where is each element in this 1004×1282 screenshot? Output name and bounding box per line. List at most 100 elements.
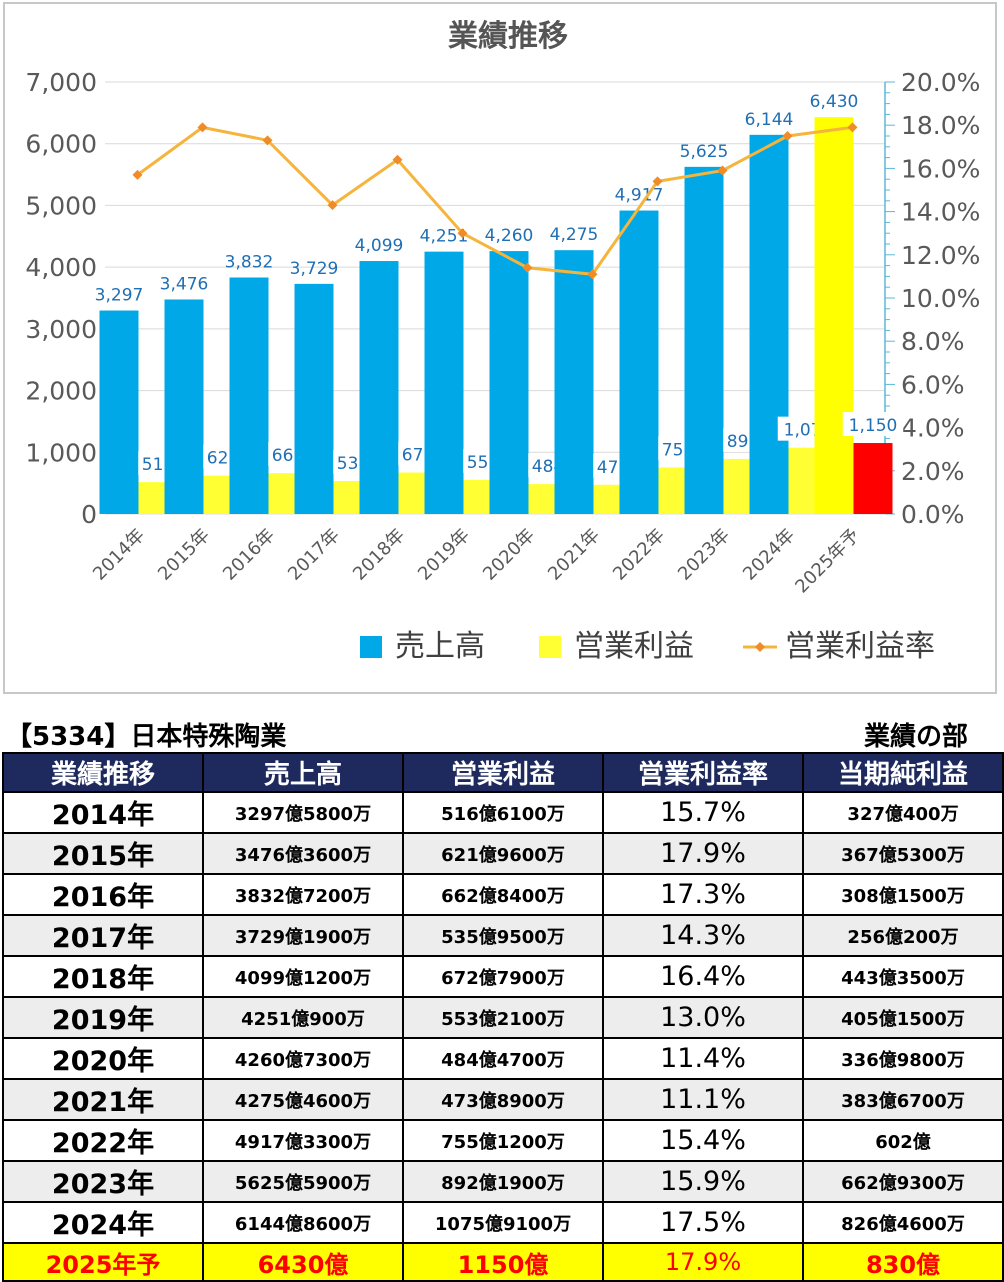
y-right-tick-label: 18.0% <box>901 111 980 140</box>
row-sales: 3729億1900万 <box>202 914 404 957</box>
table-row: 2022年 4917億3300万 755億1200万 15.4% 602億 <box>2 1119 1004 1162</box>
x-tick-label: 2019年 <box>414 525 474 585</box>
x-tick-label: 2014年 <box>89 525 149 585</box>
table-row: 2023年 5625億5900万 892億1900万 15.9% 662億9300万 <box>2 1160 1004 1203</box>
sales-bar <box>294 283 334 514</box>
row-operating-profit: 1150億 <box>402 1242 604 1282</box>
y-left-tick-label: 5,000 <box>25 191 97 220</box>
row-operating-margin: 15.9% <box>602 1160 804 1203</box>
sales-data-label: 6,430 <box>810 92 859 112</box>
section-label: 業績の部 <box>863 722 968 752</box>
y-right-tick-label: 8.0% <box>901 327 965 356</box>
row-operating-margin: 15.4% <box>602 1119 804 1162</box>
y-right-tick-label: 14.0% <box>901 198 980 227</box>
sales-bar <box>489 251 529 514</box>
sales-bar <box>619 210 659 515</box>
y-right-tick-label: 0.0% <box>901 500 965 529</box>
operating-margin-marker <box>262 135 273 146</box>
table-caption: 【5334】日本特殊陶業 業績の部 <box>6 716 996 752</box>
sales-bar <box>554 250 594 514</box>
row-operating-margin: 17.9% <box>602 1242 804 1282</box>
sales-data-label: 4,251 <box>420 227 469 247</box>
row-period: 2018年 <box>2 955 204 998</box>
table-row: 2020年 4260億7300万 484億4700万 11.4% 336億9800万 <box>2 1037 1004 1080</box>
sales-bar <box>749 134 789 514</box>
y-right-tick-label: 6.0% <box>901 370 965 399</box>
table-row: 2021年 4275億4600万 473億8900万 11.1% 383億6700万 <box>2 1078 1004 1121</box>
row-net-income: 327億400万 <box>802 791 1004 834</box>
row-operating-profit: 672億7900万 <box>402 955 604 998</box>
row-net-income: 662億9300万 <box>802 1160 1004 1203</box>
performance-table: 業績推移 売上高 営業利益 営業利益率 当期純利益 2014年 3297億5800… <box>2 752 1004 1282</box>
sales-data-label: 3,476 <box>160 274 209 294</box>
y-left-tick-label: 3,000 <box>25 315 97 344</box>
operating-margin-marker <box>847 122 858 133</box>
operating-margin-marker <box>457 228 468 239</box>
sales-data-label: 3,729 <box>290 259 339 279</box>
sales-data-label: 5,625 <box>680 142 729 162</box>
y-right-tick-label: 2.0% <box>901 457 965 486</box>
y-left-tick-label: 6,000 <box>25 130 97 159</box>
operating-margin-marker <box>327 200 338 211</box>
operating-margin-line <box>136 125 853 276</box>
row-operating-profit: 516億6100万 <box>402 791 604 834</box>
operating-profit-bar <box>853 443 893 514</box>
row-period: 2019年 <box>2 996 204 1039</box>
operating-margin-marker <box>717 165 728 176</box>
operating-margin-marker <box>587 269 598 280</box>
y-left-tick-label: 2,000 <box>25 377 97 406</box>
legend-marker-operating-margin <box>755 642 765 652</box>
sales-bar <box>814 117 854 515</box>
company-name: 【5334】日本特殊陶業 <box>6 722 287 752</box>
row-period: 2022年 <box>2 1119 204 1162</box>
row-sales: 3297億5800万 <box>202 791 404 834</box>
row-net-income: 443億3500万 <box>802 955 1004 998</box>
row-period: 2025年予 <box>2 1242 204 1282</box>
operating-margin-marker <box>522 262 533 273</box>
y-right-tick-label: 16.0% <box>901 154 980 183</box>
table-body: 2014年 3297億5800万 516億6100万 15.7% 327億400万 201… <box>2 791 1004 1282</box>
x-tick-label: 2020年 <box>479 525 539 585</box>
row-sales: 4099億1200万 <box>202 955 404 998</box>
table-header-row: 業績推移 売上高 営業利益 営業利益率 当期純利益 <box>2 752 1004 793</box>
row-net-income: 336億9800万 <box>802 1037 1004 1080</box>
x-tick-label: 2015年 <box>154 525 214 585</box>
y-right-tick-label: 10.0% <box>901 284 980 313</box>
sales-data-label: 6,144 <box>745 110 794 130</box>
row-period: 2016年 <box>2 873 204 916</box>
sales-bar <box>424 251 464 514</box>
header-operating-margin: 営業利益率 <box>602 752 804 793</box>
sales-data-label: 4,260 <box>485 226 534 246</box>
row-operating-profit: 1075億9100万 <box>402 1201 604 1244</box>
row-net-income: 256億200万 <box>802 914 1004 957</box>
operating-margin-marker <box>392 154 403 165</box>
header-sales: 売上高 <box>202 752 404 793</box>
row-sales: 4275億4600万 <box>202 1078 404 1121</box>
row-operating-margin: 14.3% <box>602 914 804 957</box>
row-sales: 4260億7300万 <box>202 1037 404 1080</box>
row-operating-margin: 11.1% <box>602 1078 804 1121</box>
row-period: 2014年 <box>2 791 204 834</box>
sales-data-label: 4,099 <box>355 236 404 256</box>
row-operating-profit: 892億1900万 <box>402 1160 604 1203</box>
row-operating-profit: 662億8400万 <box>402 873 604 916</box>
row-sales: 6144億8600万 <box>202 1201 404 1244</box>
x-tick-label: 2022年 <box>609 525 669 585</box>
header-operating-profit: 営業利益 <box>402 752 604 793</box>
row-net-income: 367億5300万 <box>802 832 1004 875</box>
table-row: 2024年 6144億8600万 1075億9100万 17.5% 826億4600万 <box>2 1201 1004 1244</box>
y-right-tick-label: 12.0% <box>901 241 980 270</box>
x-tick-label: 2017年 <box>284 525 344 585</box>
table-row: 2018年 4099億1200万 672億7900万 16.4% 443億3500万 <box>2 955 1004 998</box>
y-left-tick-label: 0 <box>81 500 97 529</box>
row-operating-margin: 17.3% <box>602 873 804 916</box>
row-operating-profit: 621億9600万 <box>402 832 604 875</box>
legend-label-operating-profit: 営業利益 <box>574 629 694 664</box>
legend-swatch-operating-profit <box>539 636 561 658</box>
sales-data-label: 3,297 <box>95 286 144 306</box>
y-left-tick-label: 4,000 <box>25 253 97 282</box>
table-row: 2015年 3476億3600万 621億9600万 17.9% 367億5300万 <box>2 832 1004 875</box>
legend-label-sales: 売上高 <box>395 629 485 664</box>
operating-profit-data-label: 1,150 <box>849 416 898 436</box>
y-left-tick-label: 7,000 <box>25 68 97 97</box>
